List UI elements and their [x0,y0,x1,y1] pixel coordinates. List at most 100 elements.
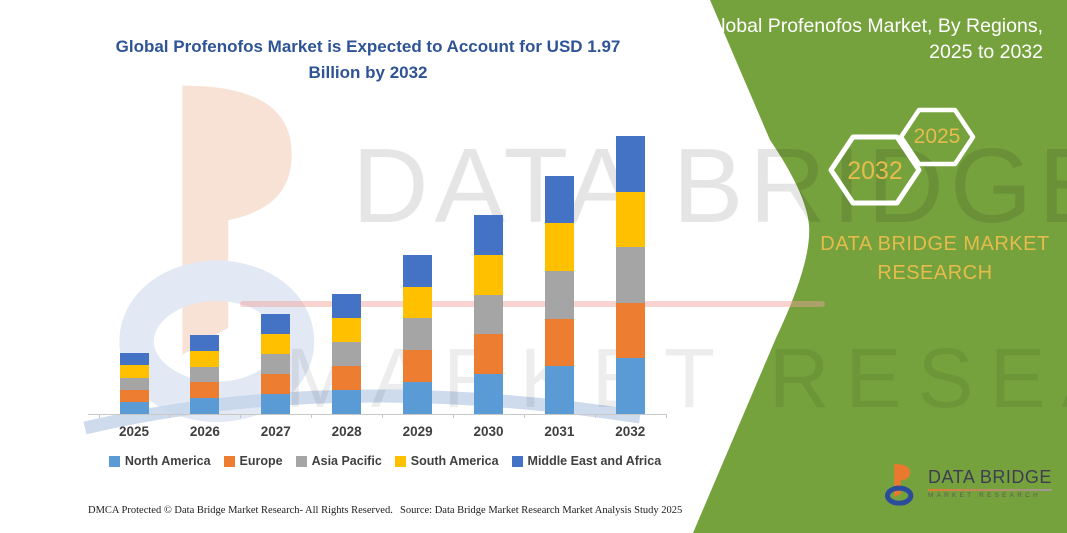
legend-item-europe: Europe [223,454,283,468]
bar-segment-2025-south-america [119,365,149,378]
bar-segment-2029-north-america [403,382,433,414]
x-axis-label-2030: 2030 [473,424,504,439]
footer-source: Source: Data Bridge Market Research Mark… [400,505,683,516]
logo-text-block: DATA BRIDGE MARKET RESEARCH [928,468,1052,500]
footer-dmca: DMCA Protected © Data Bridge Market Rese… [88,505,393,516]
bar-segment-2026-middle-east-and-africa [190,335,220,351]
bar-segment-2025-middle-east-and-africa [119,353,149,366]
chart-title: Global Profenofos Market is Expected to … [115,37,621,82]
bar-segment-2028-middle-east-and-africa [332,294,362,319]
bar-group-2030 [474,215,503,414]
legend: North America Europe Asia Pacific South Ame… [60,454,710,468]
legend-label: North America [124,454,211,468]
x-axis-tick [594,414,596,418]
bar-segment-2029-asia-pacific [403,318,433,351]
x-axis-tick [98,414,100,418]
bar-segment-2026-asia-pacific [190,366,220,383]
legend-swatch [511,455,523,467]
logo-divider [928,489,1052,492]
bar-segment-2025-europe [119,389,149,402]
bar-segment-2031-middle-east-and-africa [544,175,574,224]
bar-group-2027 [261,313,291,414]
legend-swatch [223,455,235,467]
legend-label: Middle East and Africa [527,454,662,468]
logo-tagline: MARKET RESEARCH [928,492,1041,500]
legend-item-asia-pacific: Asia Pacific [295,454,382,468]
x-axis-label-2025: 2025 [118,424,150,439]
x-axis-label-2031: 2031 [544,424,575,439]
bar-segment-2031-north-america [544,366,574,414]
brand-wordmark: DATA BRIDGE MARKET RESEARCH [820,233,1050,284]
bar-segment-2029-europe [403,350,433,383]
legend-item-south-america: South America [394,454,499,468]
bar-segment-2032-asia-pacific [615,247,645,303]
bar-segment-2027-asia-pacific [261,353,291,374]
bar-group-2032 [615,136,645,414]
bar-segment-2032-north-america [615,358,645,414]
x-axis-tick [240,414,242,418]
x-axis-tick [382,414,384,418]
bar-segment-2029-south-america [403,286,433,319]
bar-segment-2027-europe [261,373,291,394]
bar-segment-2027-middle-east-and-africa [261,313,291,334]
x-axis-tick [169,414,171,418]
bar-segment-2025-asia-pacific [119,377,149,390]
region-heading: Global Profenofos Market, By Regions, 20… [705,15,1043,63]
legend-item-north-america: North America [108,454,211,468]
bar-segment-2028-europe [332,366,362,391]
logo: DATA BRIDGE MARKET RESEARCH [880,461,1052,507]
x-axis-tick [523,414,525,418]
x-axis-label-2028: 2028 [331,424,362,439]
bar-segment-2030-north-america [474,374,503,414]
hexagon-label-2032: 2032 [847,157,903,185]
hexagon-label-2025: 2025 [913,125,961,148]
bar-segment-2032-south-america [615,191,645,248]
bar-segment-2030-south-america [474,254,503,295]
bar-segment-2026-europe [190,382,220,399]
green-panel-path [693,0,1067,533]
bar-group-2029 [403,254,433,414]
x-axis-tick [453,414,455,418]
bar-segment-2030-asia-pacific [474,294,503,335]
x-axis-tick [665,414,667,418]
bar-segment-2028-north-america [332,390,362,414]
watermark-red-line [240,301,825,307]
bar-segment-2028-asia-pacific [332,342,362,367]
x-axis-label-2029: 2029 [402,424,433,439]
x-axis-label-2032: 2032 [615,424,646,439]
bar-segment-2032-middle-east-and-africa [615,136,645,192]
bar-segment-2027-south-america [261,333,291,354]
legend-item-middle-east-and-africa: Middle East and Africa [511,454,662,468]
bar-segment-2031-europe [544,318,574,367]
hexagon-2032 [828,134,922,206]
bar-segment-2032-europe [615,302,645,359]
bar-segment-2030-europe [474,334,503,375]
x-axis-tick [311,414,313,418]
bar-segment-2029-middle-east-and-africa [403,254,433,287]
hexagon-2025 [898,107,976,167]
bar-segment-2030-middle-east-and-africa [474,215,503,255]
bar-group-2028 [332,294,362,414]
bar-segment-2031-south-america [544,223,574,272]
legend-swatch [394,455,406,467]
legend-label: Asia Pacific [311,454,382,468]
x-axis-label-2026: 2026 [189,424,220,439]
bar-group-2025 [119,353,149,414]
bar-group-2026 [190,335,220,414]
bar-segment-2028-south-america [332,318,362,343]
bar-segment-2026-north-america [190,398,220,414]
bar-group-2031 [544,175,574,414]
bar-segment-2031-asia-pacific [544,271,574,319]
logo-name: DATA BRIDGE [928,467,1052,488]
legend-label: South America [410,454,499,468]
x-axis-line [88,414,666,415]
legend-swatch [295,455,307,467]
logo-b-icon [885,464,914,506]
bar-segment-2025-north-america [119,401,149,414]
bar-segment-2026-south-america [190,350,220,367]
bar-segment-2027-north-america [261,393,291,414]
